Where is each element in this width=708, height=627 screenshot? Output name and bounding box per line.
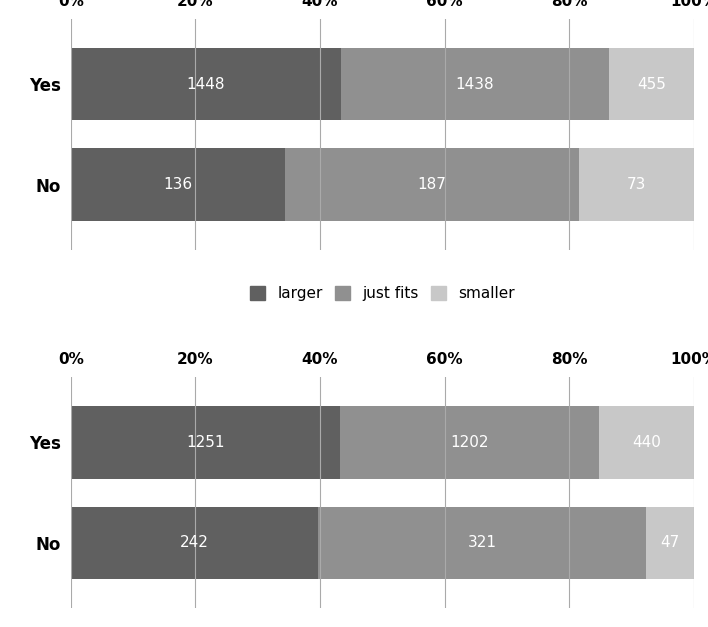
Bar	[609, 48, 694, 120]
Text: 1438: 1438	[455, 76, 494, 92]
Bar	[71, 507, 318, 579]
Text: 440: 440	[632, 435, 661, 450]
Bar	[341, 48, 609, 120]
Bar	[646, 507, 694, 579]
Text: 1448: 1448	[187, 76, 225, 92]
Legend: larger, just fits, smaller: larger, just fits, smaller	[244, 280, 521, 307]
Text: 321: 321	[467, 535, 496, 551]
Bar	[579, 149, 694, 221]
Text: 455: 455	[637, 76, 666, 92]
Text: 136: 136	[164, 177, 193, 192]
Text: 1251: 1251	[186, 435, 224, 450]
Bar	[318, 507, 646, 579]
Text: 242: 242	[180, 535, 209, 551]
Bar	[71, 48, 341, 120]
Bar	[285, 149, 579, 221]
Text: 47: 47	[661, 535, 680, 551]
Text: 187: 187	[418, 177, 446, 192]
Bar	[599, 406, 694, 478]
Text: 73: 73	[627, 177, 646, 192]
Bar	[341, 406, 599, 478]
Bar	[71, 406, 341, 478]
Text: 1202: 1202	[450, 435, 489, 450]
Bar	[71, 149, 285, 221]
